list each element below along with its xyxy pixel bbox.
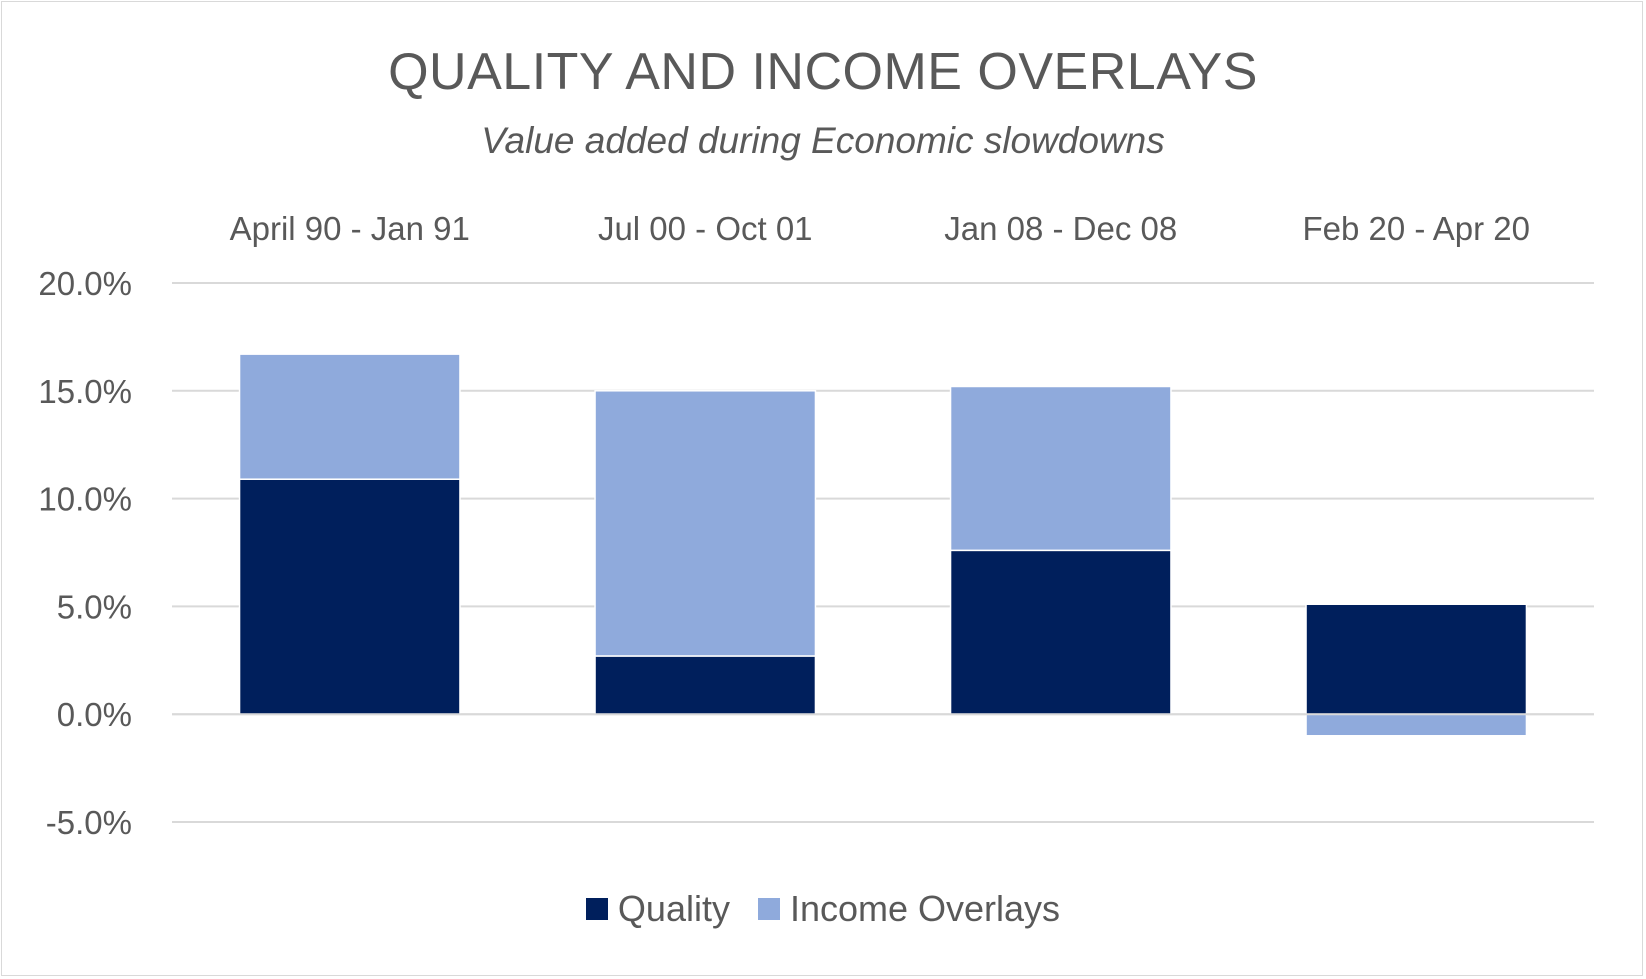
bar-income-overlays [949, 385, 1172, 552]
legend-swatch-quality [585, 898, 608, 920]
bar-quality [1305, 603, 1528, 715]
category-label: Feb 20 - Apr 20 [1303, 210, 1530, 247]
legend-label-quality: Quality [617, 888, 730, 929]
chart-legend: Quality Income Overlays [0, 888, 1646, 930]
bar-quality [238, 478, 461, 715]
bar-quality [949, 549, 1172, 715]
chart-title: QUALITY AND INCOME OVERLAYS [388, 43, 1258, 101]
legend-item-income-overlays: Income Overlays [757, 888, 1061, 930]
category-label: Jul 00 - Oct 01 [598, 210, 813, 247]
category-label: Jan 08 - Dec 08 [944, 210, 1177, 247]
y-tick-label: 5.0% [57, 588, 132, 625]
legend-swatch-income-overlays [757, 898, 780, 920]
category-label: April 90 - Jan 91 [230, 210, 470, 247]
chart-subtitle: Value added during Economic slowdowns [481, 120, 1165, 161]
y-tick-label: 0.0% [57, 696, 132, 733]
legend-item-quality: Quality [585, 888, 730, 930]
y-tick-label: -5.0% [46, 804, 132, 841]
bar-income-overlays [594, 390, 817, 657]
y-tick-label: 15.0% [38, 373, 132, 410]
bar-income-overlays [1305, 713, 1528, 737]
y-tick-label: 10.0% [38, 481, 132, 518]
legend-label-income-overlays: Income Overlays [789, 888, 1061, 929]
y-tick-label: 20.0% [38, 265, 132, 302]
bar-quality [594, 655, 817, 715]
bar-income-overlays [238, 353, 461, 480]
